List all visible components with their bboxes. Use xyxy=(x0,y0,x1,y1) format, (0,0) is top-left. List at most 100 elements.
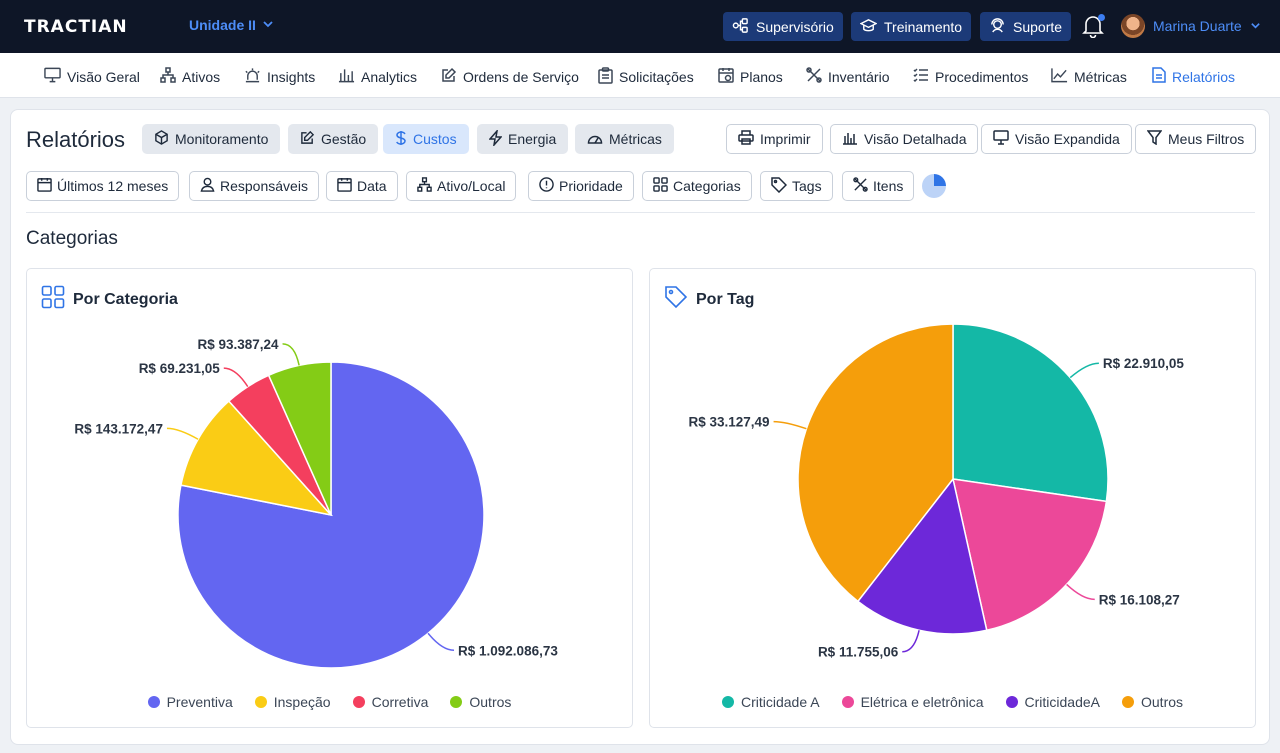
panel-por-tag: Por Tag R$ 22.910,05 R$ 16.108,27 R$ 11.75… xyxy=(649,268,1256,728)
nav-label: Ativos xyxy=(182,68,221,85)
nav-inventario[interactable]: Inventário xyxy=(806,67,889,86)
progress-pie-icon[interactable] xyxy=(922,174,946,198)
calendar-clock-icon xyxy=(718,67,734,86)
nav-analytics[interactable]: Analytics xyxy=(338,67,417,86)
tab-label: Energia xyxy=(508,131,557,147)
pie-chart-categoria: R$ 1.092.086,73 R$ 143.172,47 R$ 69.231,05… xyxy=(74,337,558,669)
bar-chart-icon xyxy=(842,130,858,148)
nav-label: Relatórios xyxy=(1172,68,1236,85)
tag-icon xyxy=(664,285,688,314)
legend-item-eletrica-e-eletronica[interactable]: Elétrica e eletrônica xyxy=(841,694,984,710)
tab-custos[interactable]: Custos xyxy=(383,124,469,154)
legend-item-outros[interactable]: Outros xyxy=(450,694,511,710)
tab-label: Custos xyxy=(413,131,457,147)
tractian-logo[interactable]: TRACTIAN xyxy=(24,17,128,37)
label-leader-line xyxy=(223,367,249,388)
filter-period[interactable]: Últimos 12 meses xyxy=(26,171,180,201)
legend-item-corretiva[interactable]: Corretiva xyxy=(352,694,429,710)
legend-swatch xyxy=(721,696,734,708)
filter-ativo-local[interactable]: Ativo/Local xyxy=(406,171,517,201)
user-icon xyxy=(200,177,215,195)
nav-ativos[interactable]: Ativos xyxy=(160,67,220,86)
graduation-cap-icon xyxy=(859,17,878,37)
nav-label: Analytics xyxy=(361,68,418,85)
legend-item-criticidadea[interactable]: CriticidadeA xyxy=(1005,694,1100,710)
detailed-view-button[interactable]: Visão Detalhada xyxy=(830,124,979,154)
nav-ordens-de-servico[interactable]: Ordens de Serviço xyxy=(441,67,579,86)
filter-itens[interactable]: Itens xyxy=(842,171,915,201)
filter-categorias[interactable]: Categorias xyxy=(642,171,752,201)
hierarchy-icon xyxy=(417,177,432,195)
nav-label: Visão Geral xyxy=(67,68,140,85)
expanded-view-button[interactable]: Visão Expandida xyxy=(981,124,1132,154)
detailed-view-label: Visão Detalhada xyxy=(864,131,967,147)
panel-por-categoria: Por Categoria R$ 1.092.086,73 R$ 143.172,… xyxy=(26,268,633,728)
pie-chart-tag: R$ 22.910,05 R$ 16.108,27 R$ 11.755,06 R$ 3… xyxy=(688,323,1184,660)
reports-card: Relatórios Monitoramento Gestão Custos E… xyxy=(10,109,1270,745)
nav-relatorios[interactable]: Relatórios xyxy=(1152,67,1235,86)
legend-item-inspecao[interactable]: Inspeção xyxy=(254,694,331,710)
panel-title: Por Tag xyxy=(664,285,754,314)
tab-energia[interactable]: Energia xyxy=(477,124,569,154)
data-label-outros: R$ 33.127,49 xyxy=(688,415,769,430)
main-nav: Visão Geral Ativos Insights Analytics Or… xyxy=(0,53,1280,98)
filter-responsaveis[interactable]: Responsáveis xyxy=(189,171,319,201)
page-title: Relatórios xyxy=(26,127,126,152)
tag-icon xyxy=(771,176,788,196)
filter-label: Data xyxy=(357,178,387,194)
bar-chart-icon xyxy=(338,67,355,86)
notifications-bell-icon[interactable] xyxy=(1082,14,1105,43)
filter-tags[interactable]: Tags xyxy=(760,171,833,201)
unit-selector[interactable]: Unidade II xyxy=(189,17,274,33)
nav-procedimentos[interactable]: Procedimentos xyxy=(913,67,1028,86)
suporte-button[interactable]: Suporte xyxy=(980,12,1072,41)
tab-metricas[interactable]: Métricas xyxy=(575,124,674,154)
pie-slice-outros[interactable] xyxy=(267,361,332,516)
tab-monitoramento[interactable]: Monitoramento xyxy=(142,124,281,154)
legend-label: Outros xyxy=(469,694,512,710)
nav-metricas[interactable]: Métricas xyxy=(1051,67,1127,86)
legend-label: Corretiva xyxy=(371,694,429,710)
nav-label: Inventário xyxy=(828,68,890,85)
user-menu[interactable]: Marina Duarte xyxy=(1121,14,1261,38)
filter-label: Tags xyxy=(792,178,822,194)
label-leader-line xyxy=(427,632,455,652)
nav-insights[interactable]: Insights xyxy=(244,67,315,86)
nav-planos[interactable]: Planos xyxy=(718,67,783,86)
print-button[interactable]: Imprimir xyxy=(726,124,823,154)
pie-slice-eletrica-e-eletronica[interactable] xyxy=(952,478,1108,632)
filter-data[interactable]: Data xyxy=(326,171,398,201)
nav-visao-geral[interactable]: Visão Geral xyxy=(44,67,140,86)
supervisorio-label: Supervisório xyxy=(756,18,834,35)
legend-swatch xyxy=(1005,696,1018,708)
pie-slice-preventiva[interactable] xyxy=(177,361,485,669)
tab-label: Gestão xyxy=(321,131,367,147)
pie-slice-criticidadea[interactable] xyxy=(856,477,988,635)
data-label-corretiva: R$ 69.231,05 xyxy=(139,361,221,376)
tab-gestao[interactable]: Gestão xyxy=(288,124,379,154)
filter-label: Categorias xyxy=(673,178,741,194)
legend-item-outros[interactable]: Outros xyxy=(1122,694,1183,710)
treinamento-button[interactable]: Treinamento xyxy=(851,12,972,41)
supervisorio-button[interactable]: Supervisório xyxy=(723,12,843,41)
filter-label: Últimos 12 meses xyxy=(57,178,169,194)
print-label: Imprimir xyxy=(760,131,811,147)
my-filters-button[interactable]: Meus Filtros xyxy=(1135,124,1257,154)
pie-slice-criticidade-a[interactable] xyxy=(952,323,1109,503)
line-chart-icon xyxy=(1051,67,1068,86)
legend-label: CriticidadeA xyxy=(1024,694,1100,710)
grid-icon xyxy=(41,285,65,314)
label-leader-line xyxy=(166,427,199,440)
chevron-down-icon xyxy=(262,17,274,33)
legend-swatch xyxy=(1122,696,1134,708)
legend-swatch xyxy=(254,696,267,708)
filter-prioridade[interactable]: Prioridade xyxy=(528,171,634,201)
data-label-outros: R$ 93.387,24 xyxy=(197,337,279,352)
legend-item-preventiva[interactable]: Preventiva xyxy=(147,694,233,710)
filter-label: Responsáveis xyxy=(220,178,308,194)
lightning-icon xyxy=(488,128,503,149)
legend-item-criticidade-a[interactable]: Criticidade A xyxy=(721,694,820,710)
chart-title: Por Tag xyxy=(696,290,755,308)
nav-solicitacoes[interactable]: Solicitações xyxy=(598,67,694,87)
nav-label: Procedimentos xyxy=(935,68,1029,85)
